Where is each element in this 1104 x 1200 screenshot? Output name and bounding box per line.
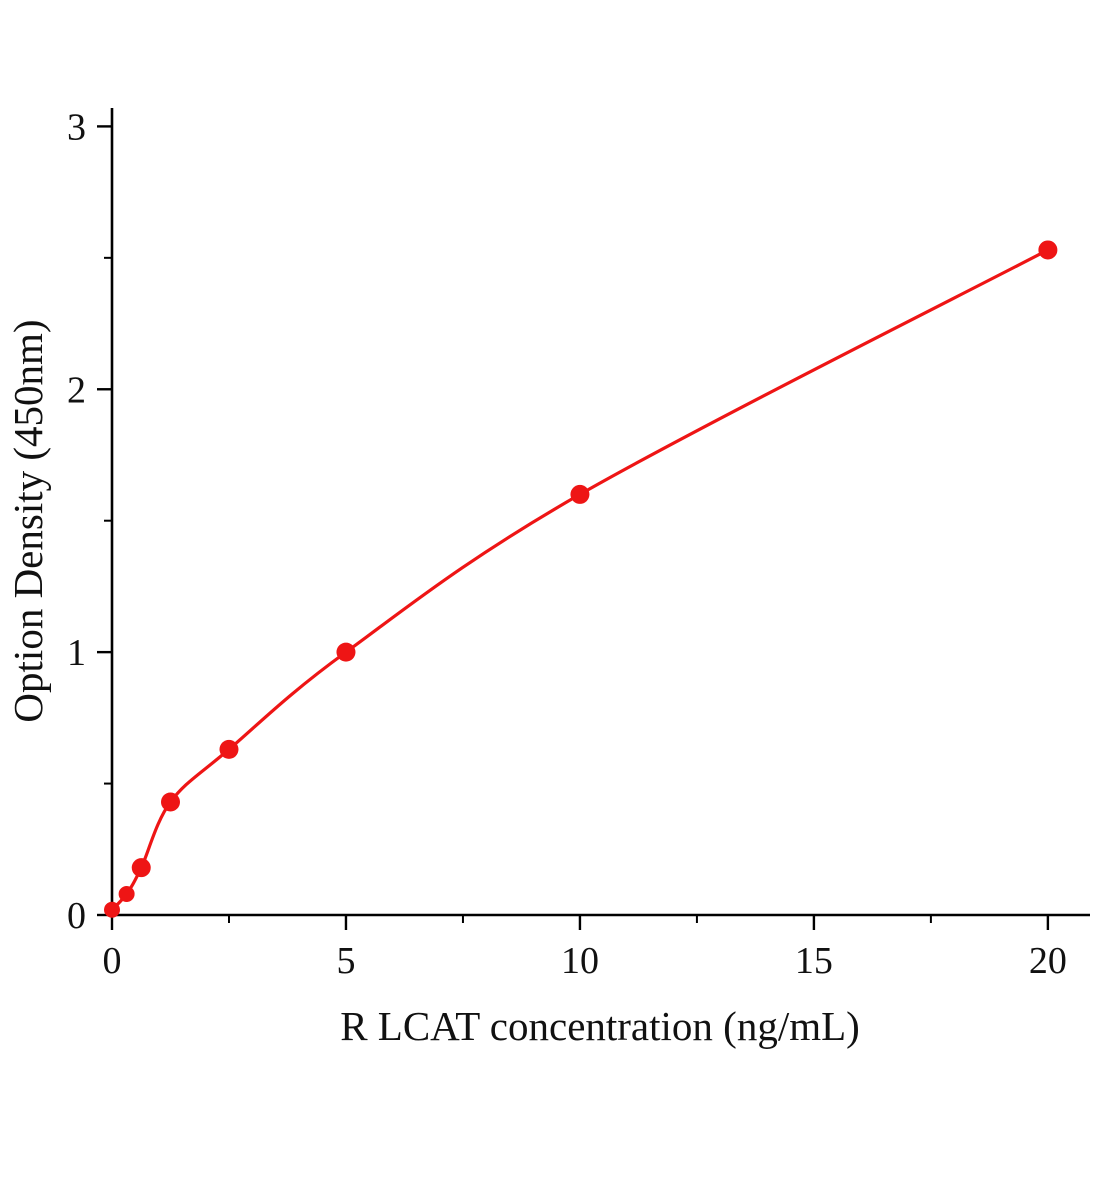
y-axis-label: Option Density (450nm) xyxy=(5,319,51,722)
x-tick-label: 20 xyxy=(1029,940,1067,982)
data-point xyxy=(570,484,590,504)
data-point xyxy=(131,858,151,878)
x-tick-label: 5 xyxy=(336,940,355,982)
data-point xyxy=(1038,240,1058,260)
data-point xyxy=(160,792,180,812)
data-point xyxy=(336,642,356,662)
x-tick-label: 0 xyxy=(103,940,122,982)
data-point xyxy=(104,901,120,918)
data-point xyxy=(219,739,239,759)
fit-curve xyxy=(110,248,1050,912)
x-tick-label: 15 xyxy=(795,940,833,982)
y-tick-label: 0 xyxy=(67,895,86,937)
x-axis-label: R LCAT concentration (ng/mL) xyxy=(340,1003,860,1049)
y-tick-label: 1 xyxy=(67,632,86,674)
y-tick-label: 2 xyxy=(67,369,86,411)
x-tick-label: 10 xyxy=(561,940,599,982)
y-tick-label: 3 xyxy=(67,106,86,148)
data-point xyxy=(118,885,135,902)
